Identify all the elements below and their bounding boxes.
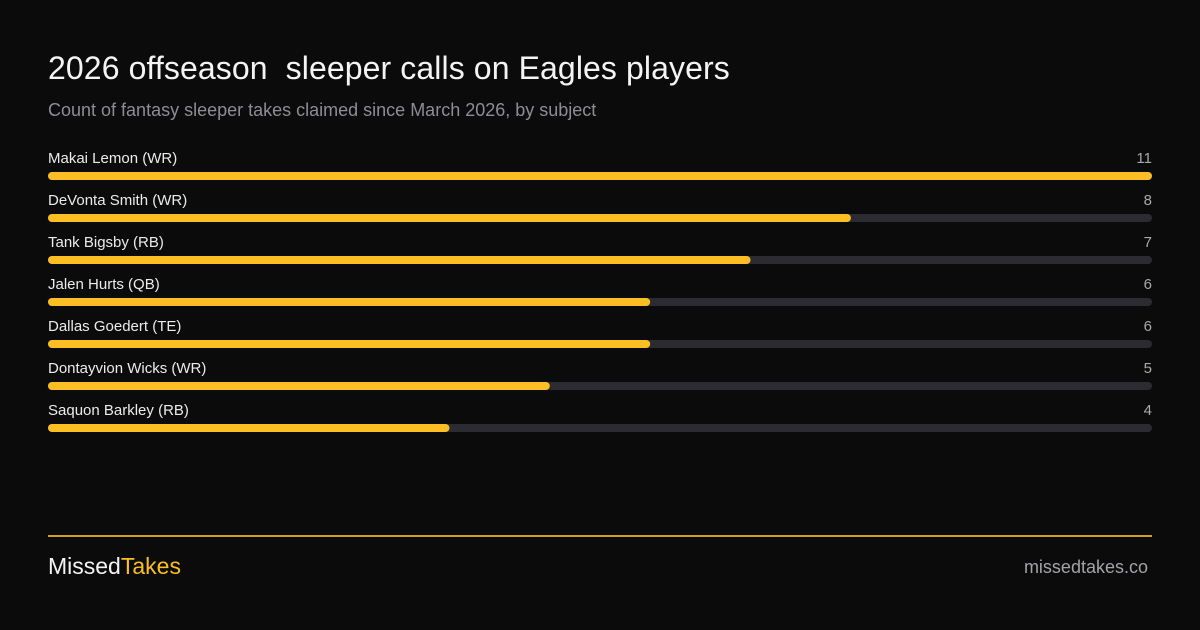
bar [48,298,651,306]
bar-value-label: 6 [1144,318,1152,335]
site-url: missedtakes.co [1023,557,1148,577]
bar-row: Dontayvion Wicks (WR) 5 [48,360,1152,390]
brand-name-part2: Takes [120,553,181,579]
brand-logo: MissedTakes [48,553,181,580]
bar-label: Makai Lemon (WR) [48,150,177,167]
bar-label: Tank Bigsby (RB) [48,234,164,251]
footer-divider [48,535,1152,537]
bar-row: Dallas Goedert (TE) 6 [48,318,1152,348]
bar [48,382,550,390]
bar-value-label: 11 [1136,150,1152,167]
chart-subtitle: Count of fantasy sleeper takes claimed s… [48,100,597,120]
bar-row: Tank Bigsby (RB) 7 [48,234,1152,264]
bar-value-label: 8 [1144,192,1152,209]
bar-row: Saquon Barkley (RB) 4 [48,402,1152,432]
bar-value-label: 5 [1144,360,1152,377]
bar-label: Jalen Hurts (QB) [48,276,160,293]
bar [48,214,851,222]
bar-row: DeVonta Smith (WR) 8 [48,192,1152,222]
bar-value-label: 6 [1144,276,1152,293]
bar [48,256,751,264]
bar-value-label: 4 [1144,402,1152,419]
bar-label: Dallas Goedert (TE) [48,318,181,335]
bar-label: Dontayvion Wicks (WR) [48,360,206,377]
chart-title: 2026 offseason sleeper calls on Eagles p… [48,50,730,86]
bar-row: Makai Lemon (WR) 11 [48,150,1152,180]
bar-label: Saquon Barkley (RB) [48,402,189,419]
bar [48,340,651,348]
bar [48,424,450,432]
brand-name-part1: Missed [48,553,121,579]
bar [48,172,1152,180]
bar-value-label: 7 [1144,234,1152,251]
bar-label: DeVonta Smith (WR) [48,192,187,209]
bar-row: Jalen Hurts (QB) 6 [48,276,1152,306]
